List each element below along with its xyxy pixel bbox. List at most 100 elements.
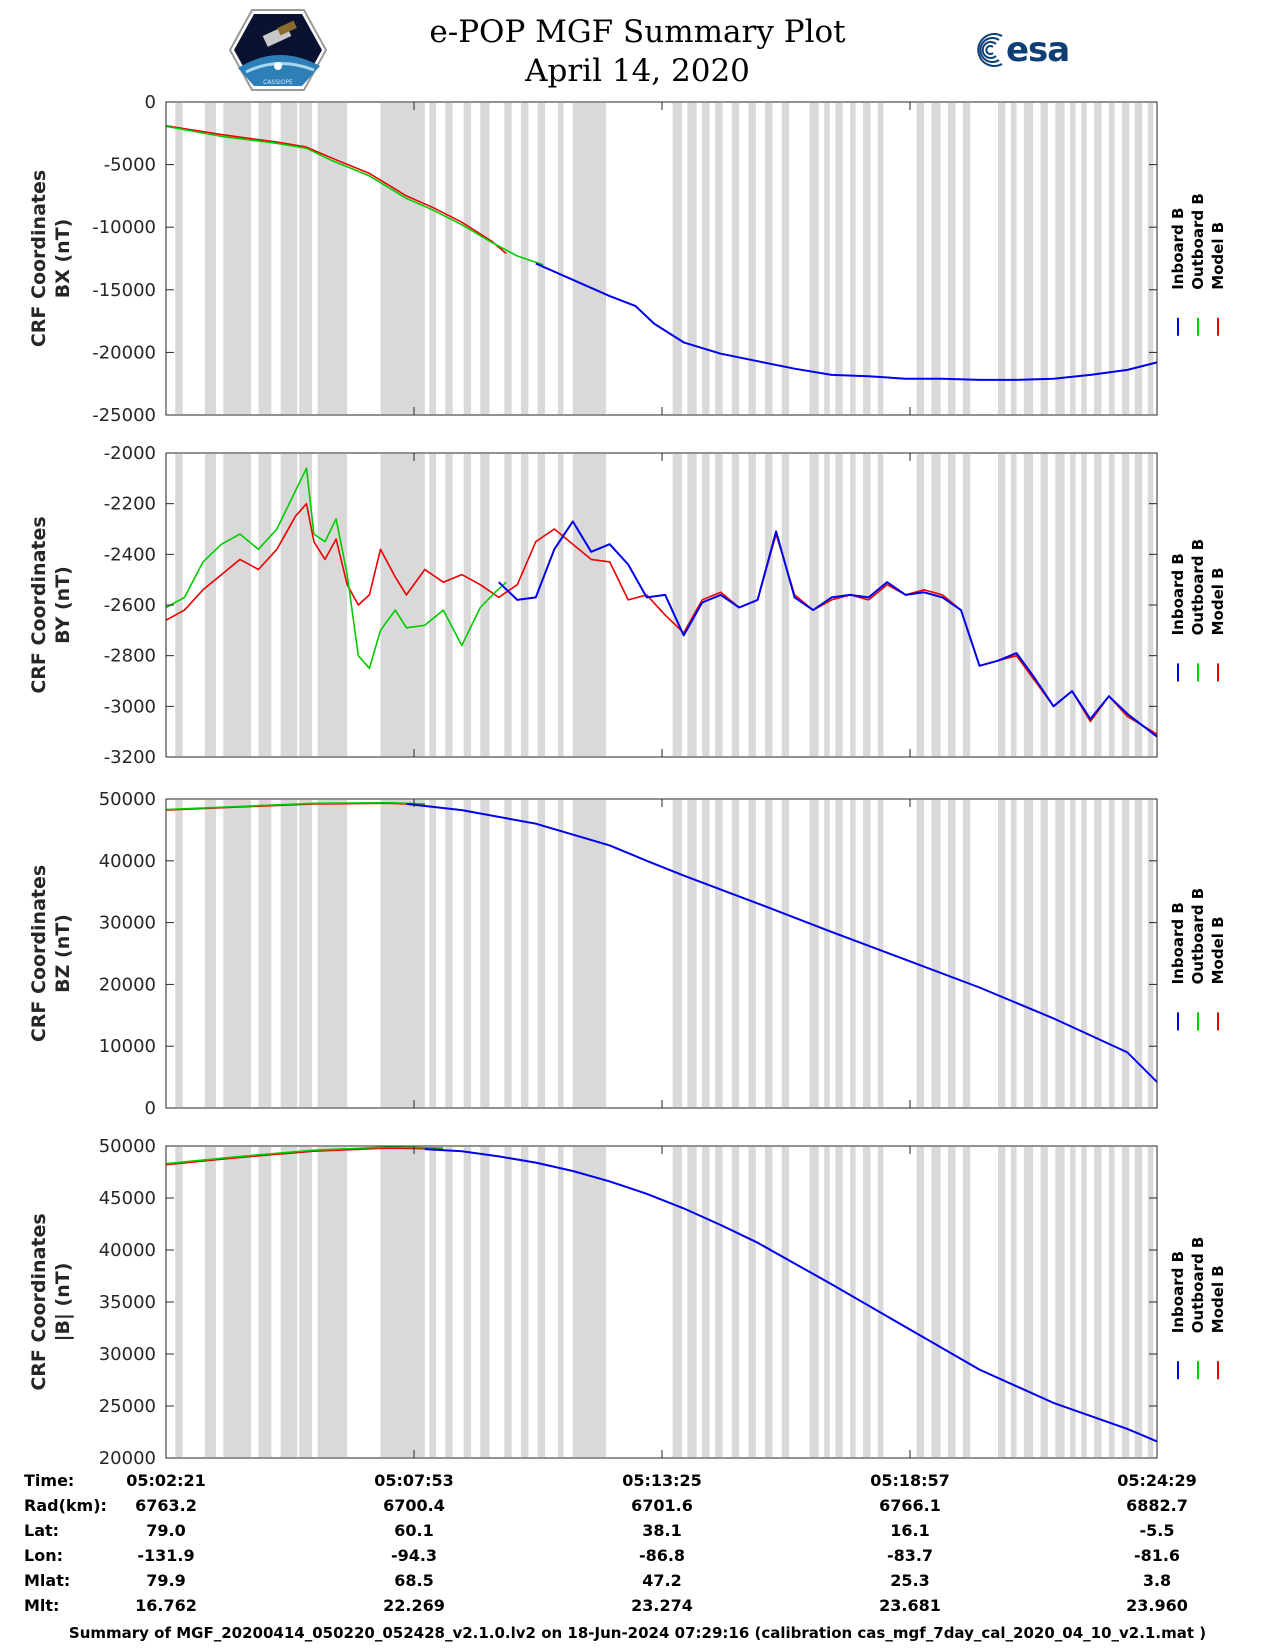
gap-shade [429,103,436,414]
gap-shade [445,454,453,756]
gap-shade [537,800,546,1107]
legend-label: Outboard B [1189,539,1207,636]
chart-title: e-POP MGF Summary Plot [429,14,846,50]
gap-shade [258,800,272,1107]
gap-shade [1121,1147,1130,1457]
gap-shade [572,454,607,756]
gap-shade [916,1147,925,1457]
gap-shade [504,1147,512,1457]
gap-shade [1040,454,1048,756]
series-outboard-b [165,125,544,266]
gap-shade [1070,1147,1076,1457]
gap-shade [948,454,956,756]
gap-shade [1094,454,1102,756]
info-value: 38.1 [642,1521,682,1540]
gap-shade [824,103,830,414]
gap-shade [1055,103,1065,414]
gap-shade [504,454,512,756]
info-value: 6882.7 [1126,1496,1188,1515]
gap-shade [687,1147,697,1457]
info-value: 6701.6 [631,1496,693,1515]
legend-label: Outboard B [1189,1237,1207,1334]
info-value: -81.6 [1133,1546,1181,1565]
gap-shade [429,800,436,1107]
gap-shade [1010,103,1017,414]
gap-shade [445,800,453,1107]
gap-shade [1055,800,1065,1107]
gap-shade [299,800,313,1107]
legend-label: Outboard B [1189,193,1207,290]
gap-shade [380,103,425,414]
info-value: 68.5 [394,1571,434,1590]
gap-shade [781,103,790,414]
gap-shade [175,1147,183,1457]
y-tick-label: 50000 [99,789,156,810]
gap-shade [1023,103,1034,414]
gap-shade [1070,800,1076,1107]
footer-summary: Summary of MGF_20200414_050220_052428_v2… [68,1624,1207,1642]
y-tick-label: -2000 [104,443,156,464]
info-value: 79.9 [146,1571,186,1590]
gap-shade [504,800,512,1107]
gap-shade [317,103,348,414]
info-value: 16.762 [135,1596,197,1615]
x-tick-label: 05:24:29 [1117,1471,1197,1490]
gap-shade [1081,800,1087,1107]
gap-shade [380,454,425,756]
gap-shade [931,1147,941,1457]
gap-shade [258,454,272,756]
y-tick-label: -2400 [104,544,156,565]
gap-shade [877,800,884,1107]
x-tick-label: 05:13:25 [622,1471,702,1490]
gap-shade [1055,1147,1065,1457]
y-tick-label: -2600 [104,595,156,616]
gap-shade [765,800,773,1107]
info-value: -5.5 [1139,1521,1175,1540]
gap-shade [731,103,740,414]
gap-shade [748,1147,756,1457]
info-row-label: Mlat: [24,1571,71,1590]
gap-shade [962,1147,971,1457]
gap-shade [850,1147,856,1457]
gap-shade [204,800,216,1107]
gap-shade [299,454,313,756]
gap-shade [1023,800,1034,1107]
y-tick-label: 25000 [99,1396,156,1417]
gap-shade [1010,1147,1017,1457]
y-axis-label: CRF Coordinates [28,865,50,1042]
gap-shade [537,1147,546,1457]
gap-shade [824,1147,830,1457]
legend-label: Model B [1209,916,1227,984]
x-tick-label: 05:18:57 [870,1471,950,1490]
gap-shade [1147,103,1154,414]
legend-label: Inboard B [1169,553,1187,635]
gap-shade [463,454,472,756]
gap-shade [1121,800,1130,1107]
gap-shade [687,103,697,414]
legend-label: Model B [1209,567,1227,635]
gap-shade [1134,1147,1143,1457]
info-value: -94.3 [390,1546,438,1565]
gap-shade [835,1147,843,1457]
gap-shade [1081,454,1087,756]
gap-shade [916,454,925,756]
gap-shade [1108,103,1115,414]
info-row-label: Lat: [24,1521,60,1540]
y-tick-label: -2800 [104,646,156,667]
gap-shade [572,1147,607,1457]
info-value: 23.274 [631,1596,693,1615]
gap-shade [223,800,252,1107]
gap-shade [809,800,819,1107]
x-tick-label: 05:02:21 [126,1471,206,1490]
info-value: 3.8 [1142,1571,1172,1590]
gap-shade [962,103,971,414]
series-inboard-b [498,520,1158,738]
legend-label: Inboard B [1169,1251,1187,1333]
gap-shade [997,800,1006,1107]
gap-shade [557,800,564,1107]
gap-shade [204,103,216,414]
info-row-label: Time: [24,1471,75,1490]
y-tick-label: 50000 [99,1136,156,1157]
y-axis-label: BY (nT) [52,566,74,644]
